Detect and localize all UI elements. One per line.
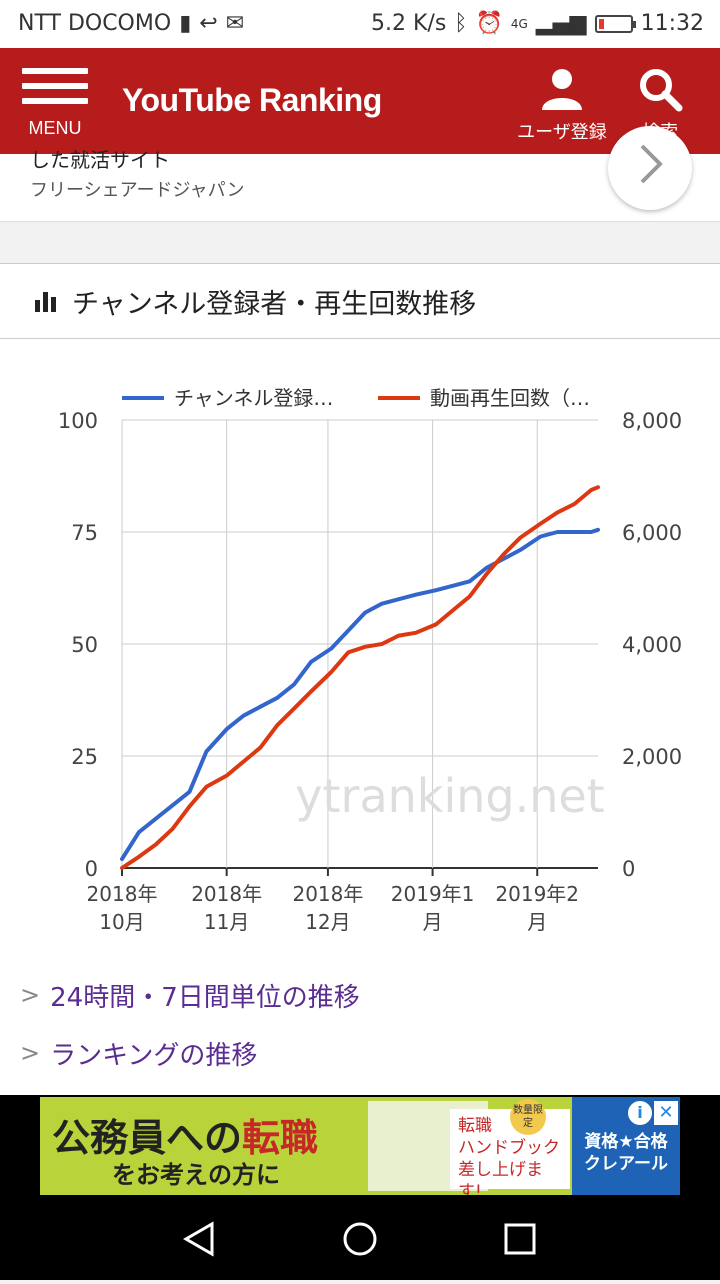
series-views-line <box>120 485 600 870</box>
menu-label: MENU <box>28 118 82 138</box>
x-tick-label: 11月 <box>204 910 249 934</box>
search-icon <box>640 69 683 112</box>
trend-section: チャンネル登録者・再生回数推移 0 0 25 2,000 50 4,000 75 6,000 1… <box>0 263 720 1095</box>
mail-icon: ✉ <box>225 11 245 36</box>
chevron-right-icon: > <box>20 981 41 1009</box>
ad-close-icon[interactable]: ✕ <box>654 1101 678 1125</box>
reply-icon: ↩ <box>199 11 218 36</box>
user-register-button[interactable]: ユーザ登録 <box>512 66 612 144</box>
link-label: ランキングの推移 <box>50 1040 258 1071</box>
card-title: した就活サイト <box>30 148 170 172</box>
link-24h-7d-trend[interactable]: > 24時間・7日間単位の推移 <box>20 966 360 1024</box>
chart-watermark: ytranking.net <box>295 769 604 823</box>
y-left-tick-label: 75 <box>71 521 98 545</box>
site-title[interactable]: YouTube Ranking <box>122 82 382 118</box>
x-tick-label: 2019年1 <box>391 882 475 906</box>
network-type: 4G <box>510 16 528 31</box>
x-tick-label: 2018年 <box>87 882 158 906</box>
user-register-label: ユーザ登録 <box>517 122 607 143</box>
alarm-icon: ⏰ <box>475 11 503 36</box>
legend-label: チャンネル登録… <box>174 386 333 410</box>
clock: 11:32 <box>640 11 704 36</box>
x-tick-label: 2019年2 <box>495 882 579 906</box>
bluetooth-icon: ᛒ <box>454 11 468 36</box>
legend-label: 動画再生回数（… <box>430 386 590 410</box>
recommended-card[interactable]: した就活サイト フリーシェアードジャパン <box>0 126 720 222</box>
x-tick-label: 12月 <box>305 910 350 934</box>
y-left-tick-label: 50 <box>71 633 98 657</box>
x-tick-label: 2018年 <box>191 882 262 906</box>
ad-banner[interactable]: 公務員への転職 をお考えの方に 転職 ハンドブック 差し上げます! 数量限定 資… <box>40 1097 680 1195</box>
menu-button[interactable]: MENU <box>22 68 88 144</box>
y-right-tick-label: 2,000 <box>622 745 682 769</box>
section-header: チャンネル登録者・再生回数推移 <box>0 264 720 339</box>
user-icon <box>542 69 582 110</box>
ad-bar: 公務員への転職 をお考えの方に 転職 ハンドブック 差し上げます! 数量限定 資… <box>0 1095 720 1200</box>
y-left-tick-label: 0 <box>85 857 98 881</box>
carrier-name: NTT DOCOMO <box>18 11 172 36</box>
home-button[interactable] <box>343 1222 377 1256</box>
y-left-tick-label: 25 <box>71 745 98 769</box>
link-ranking-trend[interactable]: > ランキングの推移 <box>20 1024 360 1082</box>
ad-headline: 公務員への転職 <box>52 1116 319 1160</box>
recents-icon <box>504 1223 536 1255</box>
y-right-tick-label: 4,000 <box>622 633 682 657</box>
network-speed: 5.2 K/s <box>371 11 447 36</box>
y-right-tick-label: 6,000 <box>622 521 682 545</box>
back-icon <box>182 1221 214 1257</box>
trend-chart: 0 0 25 2,000 50 4,000 75 6,000 100 8,000 2018年 10月 2… <box>58 386 682 934</box>
card-subtitle: フリーシェアードジャパン <box>30 180 245 201</box>
chevron-right-icon: > <box>20 1039 41 1067</box>
y-right-tick-label: 0 <box>622 857 635 881</box>
y-right-tick-label: 8,000 <box>622 409 682 433</box>
x-tick-label: 月 <box>423 910 443 934</box>
app-header: MENU YouTube Ranking ユーザ登録 検索 <box>0 48 720 154</box>
section-title: チャンネル登録者・再生回数推移 <box>72 288 477 320</box>
system-nav-bar <box>0 1200 720 1280</box>
ad-badge: 数量限定 <box>510 1099 546 1135</box>
links-list: > 24時間・7日間単位の推移 > ランキングの推移 <box>20 966 360 1082</box>
hamburger-icon <box>22 68 88 74</box>
chevron-right-icon <box>640 144 663 184</box>
link-label: 24時間・7日間単位の推移 <box>50 982 360 1013</box>
x-tick-label: 2018年 <box>292 882 363 906</box>
y-left-tick-label: 100 <box>58 409 98 433</box>
battery-icon <box>594 14 636 33</box>
series-subscribers-line <box>120 527 600 861</box>
sim-icon: ▮ <box>179 11 192 36</box>
next-button[interactable] <box>608 126 692 210</box>
back-button[interactable] <box>182 1221 214 1257</box>
x-tick-label: 10月 <box>99 910 144 934</box>
home-icon <box>343 1222 377 1256</box>
signal-icon: ▂▄▆ <box>535 11 587 36</box>
bar-chart-icon <box>35 292 56 312</box>
ad-offer: 転職 ハンドブック 差し上げます! <box>450 1109 570 1195</box>
recents-button[interactable] <box>504 1223 536 1255</box>
x-tick-label: 月 <box>527 910 547 934</box>
status-bar: NTT DOCOMO ▮ ↩ ✉ 5.2 K/s ᛒ ⏰ 4G ▂▄▆ 11:3… <box>0 0 720 48</box>
ad-subline: をお考えの方に <box>112 1161 280 1189</box>
ad-info-icon[interactable]: i <box>628 1101 652 1125</box>
